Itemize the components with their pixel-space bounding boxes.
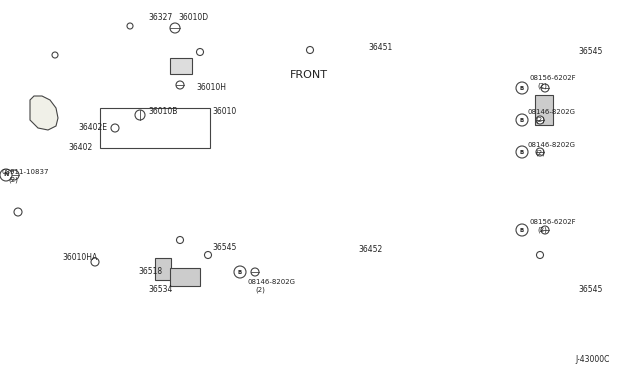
Bar [100, 108, 210, 148]
Circle shape [307, 46, 314, 54]
Text: 36010D: 36010D [178, 13, 208, 22]
Circle shape [536, 251, 543, 259]
Text: B: B [238, 269, 242, 275]
Circle shape [536, 116, 544, 124]
Text: 36534: 36534 [148, 285, 172, 295]
Circle shape [516, 82, 528, 94]
Text: 36010: 36010 [212, 108, 236, 116]
Circle shape [541, 226, 549, 234]
Text: B: B [520, 118, 524, 122]
Bar [170, 268, 200, 286]
Text: 36452: 36452 [358, 246, 382, 254]
Circle shape [516, 224, 528, 236]
Text: (2): (2) [537, 83, 547, 89]
Circle shape [205, 251, 211, 259]
Text: FRONT: FRONT [290, 70, 328, 80]
Bar [155, 258, 171, 280]
Text: (2): (2) [8, 177, 18, 183]
Polygon shape [30, 96, 58, 130]
Text: 36545: 36545 [578, 285, 602, 295]
Circle shape [196, 48, 204, 55]
Circle shape [516, 114, 528, 126]
Text: 36327: 36327 [148, 13, 172, 22]
Text: (2): (2) [537, 227, 547, 233]
Bar [535, 95, 553, 125]
Text: 08156-6202F: 08156-6202F [530, 75, 577, 81]
Text: 36402: 36402 [68, 144, 92, 153]
Circle shape [127, 23, 133, 29]
Text: 08911-10837: 08911-10837 [2, 169, 49, 175]
Text: B: B [520, 150, 524, 154]
Circle shape [541, 84, 549, 92]
Circle shape [91, 258, 99, 266]
Text: 36010HA: 36010HA [62, 253, 97, 263]
Circle shape [0, 169, 12, 181]
Text: 36010B: 36010B [148, 108, 177, 116]
Text: 36010H: 36010H [196, 83, 226, 93]
Circle shape [234, 266, 246, 278]
Polygon shape [18, 52, 88, 140]
Circle shape [176, 81, 184, 89]
Circle shape [52, 52, 58, 58]
Circle shape [14, 208, 22, 216]
Text: 36545: 36545 [212, 244, 236, 253]
Text: J-43000C: J-43000C [575, 356, 610, 365]
Text: (2): (2) [535, 150, 545, 156]
Circle shape [536, 148, 544, 156]
Text: 36402E: 36402E [78, 124, 107, 132]
Text: 36451: 36451 [368, 44, 392, 52]
Text: 36545: 36545 [578, 48, 602, 57]
Circle shape [135, 110, 145, 120]
Text: (2): (2) [535, 117, 545, 123]
Circle shape [251, 268, 259, 276]
Circle shape [170, 23, 180, 33]
Circle shape [177, 237, 184, 244]
Circle shape [516, 146, 528, 158]
Text: N: N [3, 173, 9, 177]
Text: 08156-6202F: 08156-6202F [530, 219, 577, 225]
Text: 36518: 36518 [138, 267, 162, 276]
Text: B: B [520, 228, 524, 232]
Text: 08146-8202G: 08146-8202G [528, 142, 576, 148]
Bar [170, 58, 192, 74]
Text: B: B [520, 86, 524, 90]
Text: 08146-8202G: 08146-8202G [248, 279, 296, 285]
Circle shape [9, 170, 19, 180]
Text: (2): (2) [255, 287, 265, 293]
Text: 08146-8202G: 08146-8202G [528, 109, 576, 115]
Circle shape [111, 124, 119, 132]
